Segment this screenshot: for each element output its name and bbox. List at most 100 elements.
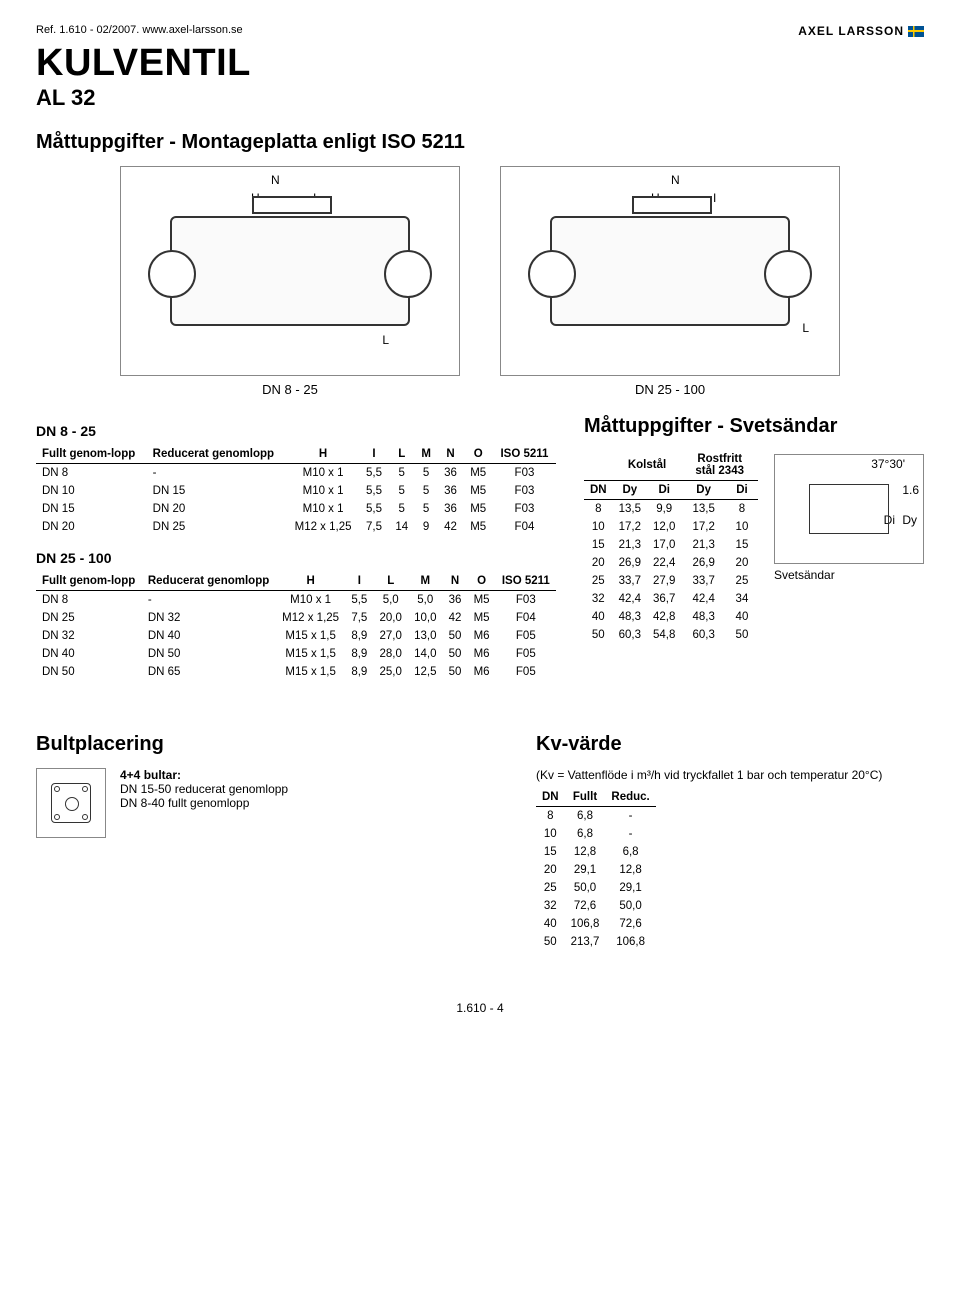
table-cell: 5 [389,500,415,518]
table-row: 50213,7106,8 [536,933,656,951]
col-header: M [415,445,438,464]
col-header: I [359,445,388,464]
col-header: Reduc. [605,788,655,807]
col-header: Reducerat genomlopp [142,572,276,591]
table-dn25-100: Fullt genom-loppReducerat genomloppHILMN… [36,572,556,681]
table-row: 1521,317,021,315 [584,536,758,554]
table-cell: M15 x 1,5 [276,627,345,645]
dim-L: L [382,333,389,347]
col-header: ISO 5211 [496,572,556,591]
table-cell: M5 [468,591,496,610]
table-cell: M5 [468,609,496,627]
iso-heading: Måttuppgifter - Montageplatta enligt ISO… [36,131,924,154]
page-title: KULVENTIL [36,42,924,85]
col-header: H [287,445,359,464]
col-header: DN [536,788,565,807]
table-cell: 9 [415,518,438,536]
table-cell: 17,0 [647,536,681,554]
table-cell: 60,3 [681,626,726,644]
bult-heading: Bultplacering [36,733,476,756]
table-cell: 5,0 [373,591,408,610]
table-cell: 21,3 [613,536,647,554]
table-cell: 8 [584,500,613,519]
table-cell: 12,5 [408,663,443,681]
table-cell: F05 [496,645,556,663]
table-cell: 8 [726,500,758,519]
table-cell: DN 15 [36,500,147,518]
table-cell: F03 [496,591,556,610]
col-header: L [373,572,408,591]
table-cell: F05 [496,663,556,681]
kv-note: (Kv = Vattenflöde i m³/h vid tryckfallet… [536,768,882,782]
table-cell: 42 [443,609,468,627]
table-cell: 20 [726,554,758,572]
table-cell: 13,5 [681,500,726,519]
table-cell: 20 [536,861,565,879]
table-cell: 27,9 [647,572,681,590]
table-cell: 5,5 [359,500,388,518]
table-cell: 106,8 [565,915,606,933]
table-row: DN 10DN 15M10 x 15,55536M5F03 [36,482,556,500]
table-cell: 72,6 [605,915,655,933]
page-ref: Ref. 1.610 - 02/2007. www.axel-larsson.s… [36,24,243,36]
kv-heading: Kv-värde [536,733,882,756]
col-header: Fullt [565,788,606,807]
table-cell: M6 [468,663,496,681]
table-cell: 50 [443,663,468,681]
table-cell: 17,2 [681,518,726,536]
table-cell: 21,3 [681,536,726,554]
table-cell: 36 [437,500,463,518]
brand-logo: AXEL LARSSON [798,24,924,38]
table-cell: 33,7 [681,572,726,590]
table-cell: F04 [493,518,556,536]
table-row: DN 8-M10 x 15,55,05,036M5F03 [36,591,556,610]
table-cell: 22,4 [647,554,681,572]
dim-L2: L [802,321,809,335]
table-row: DN 8-M10 x 15,55536M5F03 [36,464,556,483]
table-cell: 60,3 [613,626,647,644]
table-row: DN 25DN 32M12 x 1,257,520,010,042M5F04 [36,609,556,627]
table-cell: 50 [536,933,565,951]
table-cell: DN 32 [142,609,276,627]
svets-group1: Kolstål [613,450,682,481]
table-cell: DN 25 [147,518,287,536]
table-cell: 32 [584,590,613,608]
table-cell: 8 [536,807,565,826]
table-cell: 10 [726,518,758,536]
col-header: DN [584,481,613,500]
table-cell: 15 [584,536,613,554]
table-cell: 14,0 [408,645,443,663]
table-row: DN 32DN 40M15 x 1,58,927,013,050M6F05 [36,627,556,645]
table-cell: 29,1 [565,861,606,879]
bult-line1: DN 15-50 reducerat genomlopp [120,782,288,796]
table-cell: 25 [536,879,565,897]
table-cell: 54,8 [647,626,681,644]
table-cell: 50,0 [605,897,655,915]
table-cell: - [147,464,287,483]
svets-group2: Rostfritt stål 2343 [681,450,758,481]
table-row: 3272,650,0 [536,897,656,915]
table-cell: 42,4 [613,590,647,608]
table-cell: M12 x 1,25 [276,609,345,627]
caption-right: DN 25 - 100 [500,382,840,397]
valve-shape-left [170,216,410,326]
table2-title: DN 25 - 100 [36,550,556,566]
col-header: O [468,572,496,591]
table-cell: 10,0 [408,609,443,627]
table-cell: M10 x 1 [287,500,359,518]
table-cell: 5,5 [359,464,388,483]
table-cell: DN 8 [36,464,147,483]
table-cell: 36 [437,482,463,500]
table-cell: DN 50 [36,663,142,681]
col-header: Di [647,481,681,500]
table-cell: 50 [726,626,758,644]
table-cell: M15 x 1,5 [276,663,345,681]
dim-I2: I [713,191,716,205]
table-cell: DN 50 [142,645,276,663]
table-cell: 9,9 [647,500,681,519]
table-cell: 106,8 [605,933,655,951]
table-cell: 10 [536,825,565,843]
table-cell: DN 40 [142,627,276,645]
table-cell: 17,2 [613,518,647,536]
table-cell: 50,0 [565,879,606,897]
